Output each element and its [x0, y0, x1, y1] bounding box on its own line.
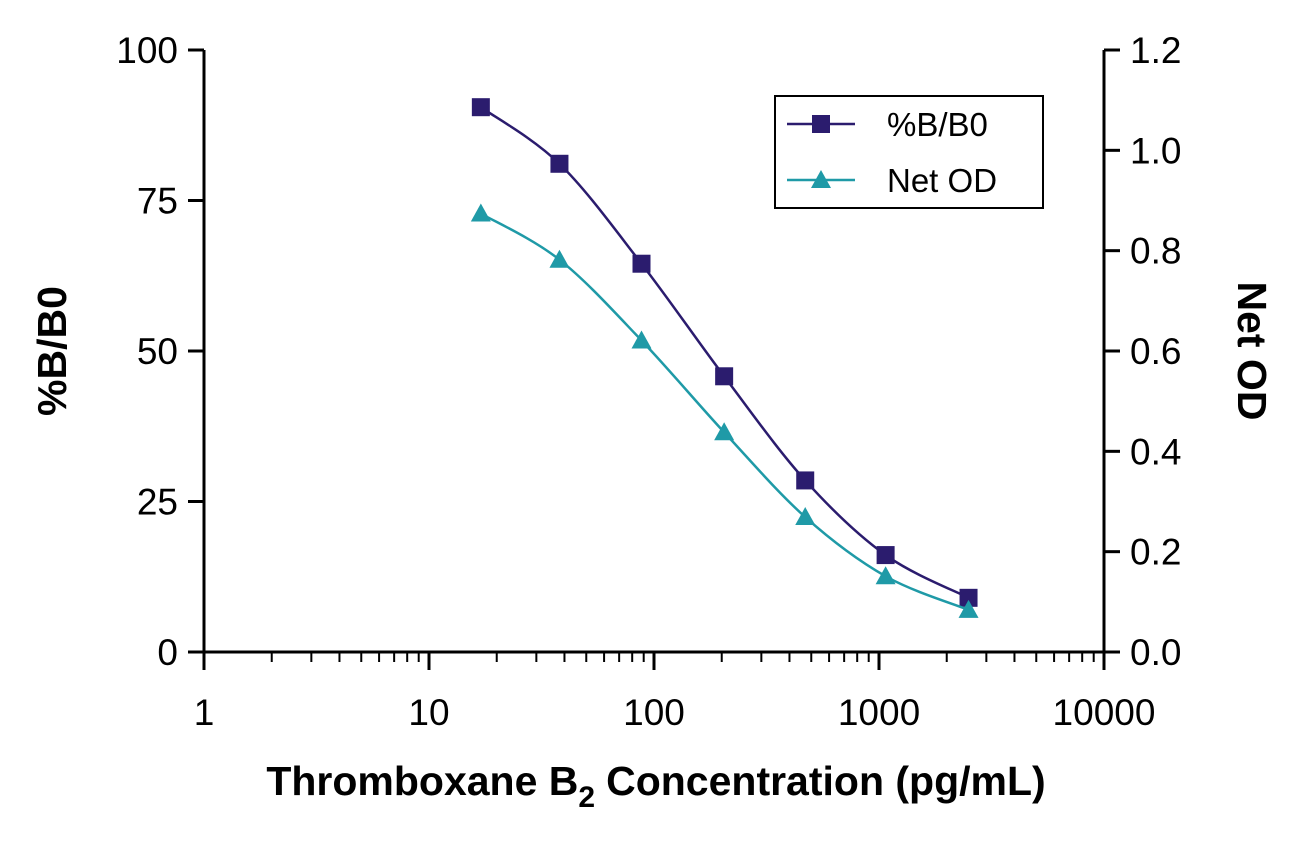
y-tick-label: 100 [116, 30, 178, 71]
y-axis-title: %B/B0 [29, 286, 75, 416]
legend-label: Net OD [887, 162, 997, 199]
marker-triangle [795, 507, 816, 526]
y2-tick-label: 0.6 [1130, 331, 1181, 372]
marker-triangle [714, 422, 735, 441]
y-tick-label: 75 [137, 181, 178, 222]
x-axis-title-part: Thromboxane B [266, 758, 578, 804]
x-tick-label: 100 [623, 692, 685, 733]
marker-triangle [470, 203, 491, 222]
y-tick-label: 50 [137, 331, 178, 372]
x-axis-title-sub: 2 [578, 781, 595, 814]
y2-tick-label: 0.8 [1130, 231, 1181, 272]
marker-triangle [811, 170, 831, 188]
y2-tick-label: 0.2 [1130, 532, 1181, 573]
marker-square [876, 546, 895, 565]
x-tick-label: 10 [408, 692, 449, 733]
marker-square [812, 115, 830, 133]
x-axis-title-part: Concentration (pg/mL) [606, 758, 1046, 804]
marker-square [632, 254, 651, 273]
legend-box [774, 95, 1044, 209]
y2-tick-label: 0.0 [1130, 632, 1181, 673]
marker-square [715, 367, 734, 386]
y2-tick-label: 1.2 [1130, 30, 1181, 71]
marker-square [959, 588, 978, 607]
x-tick-label: 1 [194, 692, 215, 733]
y2-axis-title: Net OD [1229, 282, 1275, 421]
marker-square [796, 471, 815, 490]
marker-triangle [958, 599, 979, 618]
y2-tick-label: 1.0 [1130, 130, 1181, 171]
legend-label: %B/B0 [887, 106, 988, 143]
y2-tick-label: 0.4 [1130, 431, 1181, 472]
marker-square [471, 98, 490, 117]
y-tick-label: 0 [157, 632, 178, 673]
x-axis-title: Thromboxane B2 Concentration (pg/mL) [266, 758, 1045, 814]
y-tick-label: 25 [137, 482, 178, 523]
marker-triangle [631, 330, 652, 349]
marker-triangle [549, 249, 570, 268]
marker-triangle [875, 566, 896, 585]
marker-square [550, 154, 569, 173]
x-tick-label: 10000 [1053, 692, 1156, 733]
x-tick-label: 1000 [838, 692, 920, 733]
series-line [480, 212, 970, 612]
